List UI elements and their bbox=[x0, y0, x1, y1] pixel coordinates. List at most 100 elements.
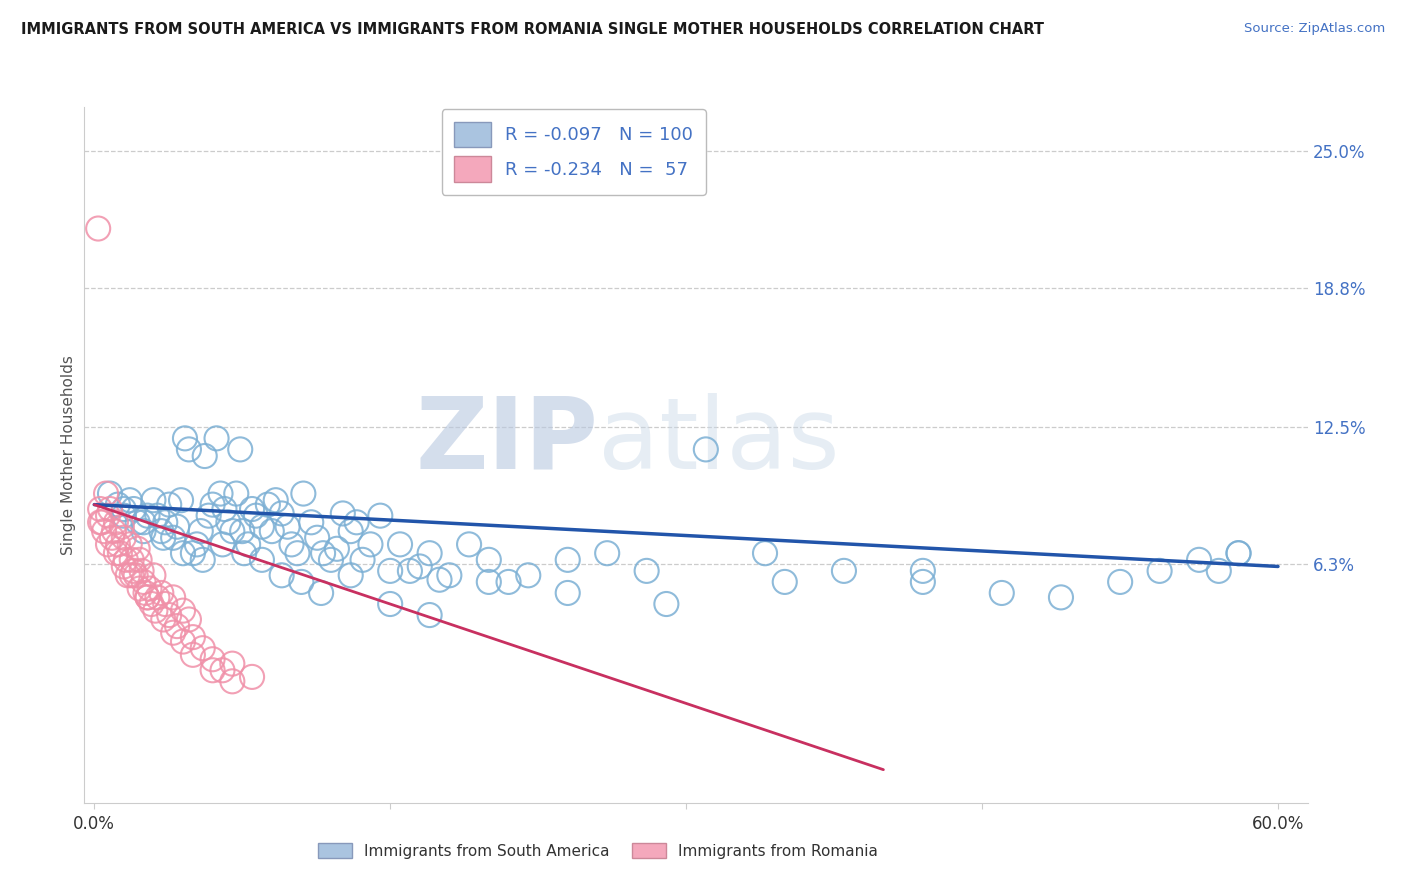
Point bbox=[89, 516, 111, 530]
Point bbox=[307, 531, 329, 545]
Text: IMMIGRANTS FROM SOUTH AMERICA VS IMMIGRANTS FROM ROMANIA SINGLE MOTHER HOUSEHOLD: IMMIGRANTS FROM SOUTH AMERICA VS IMMIGRA… bbox=[21, 22, 1045, 37]
Point bbox=[136, 508, 159, 523]
Point bbox=[287, 546, 309, 560]
Point bbox=[264, 493, 287, 508]
Point bbox=[107, 537, 129, 551]
Point bbox=[636, 564, 658, 578]
Point bbox=[112, 531, 135, 545]
Point bbox=[429, 573, 451, 587]
Point bbox=[290, 574, 312, 589]
Point bbox=[1208, 564, 1230, 578]
Point bbox=[309, 586, 332, 600]
Point bbox=[145, 604, 167, 618]
Point bbox=[233, 546, 256, 560]
Point bbox=[108, 546, 131, 560]
Point bbox=[104, 516, 127, 530]
Point bbox=[172, 546, 194, 560]
Point bbox=[439, 568, 461, 582]
Point bbox=[236, 537, 259, 551]
Point bbox=[380, 597, 402, 611]
Point bbox=[157, 608, 180, 623]
Point bbox=[1149, 564, 1171, 578]
Point bbox=[655, 597, 678, 611]
Point bbox=[211, 663, 233, 677]
Point bbox=[1109, 574, 1132, 589]
Point bbox=[209, 486, 232, 500]
Point bbox=[181, 546, 204, 560]
Point bbox=[138, 582, 160, 596]
Point bbox=[152, 531, 174, 545]
Point bbox=[107, 498, 129, 512]
Point bbox=[103, 524, 125, 538]
Point bbox=[136, 591, 159, 605]
Point bbox=[250, 553, 273, 567]
Point bbox=[277, 519, 299, 533]
Point bbox=[270, 507, 292, 521]
Text: Source: ZipAtlas.com: Source: ZipAtlas.com bbox=[1244, 22, 1385, 36]
Point bbox=[319, 553, 342, 567]
Point bbox=[380, 564, 402, 578]
Point bbox=[245, 508, 267, 523]
Point bbox=[557, 553, 579, 567]
Point bbox=[97, 537, 120, 551]
Point bbox=[150, 524, 173, 538]
Point bbox=[117, 568, 139, 582]
Point bbox=[155, 516, 177, 530]
Point bbox=[240, 670, 263, 684]
Point bbox=[517, 568, 540, 582]
Point bbox=[121, 553, 143, 567]
Point bbox=[458, 537, 481, 551]
Point bbox=[131, 564, 153, 578]
Point bbox=[191, 553, 214, 567]
Point bbox=[150, 586, 173, 600]
Point bbox=[1050, 591, 1073, 605]
Point bbox=[114, 553, 136, 567]
Point bbox=[128, 582, 150, 596]
Point bbox=[172, 604, 194, 618]
Point bbox=[332, 507, 354, 521]
Point bbox=[339, 568, 361, 582]
Point bbox=[142, 493, 165, 508]
Point bbox=[87, 221, 110, 235]
Point bbox=[162, 625, 184, 640]
Point bbox=[399, 564, 422, 578]
Point bbox=[229, 442, 252, 457]
Point bbox=[112, 508, 135, 523]
Point bbox=[122, 502, 145, 516]
Point bbox=[478, 553, 501, 567]
Point bbox=[409, 559, 432, 574]
Point bbox=[596, 546, 619, 560]
Point bbox=[127, 541, 149, 556]
Point bbox=[146, 591, 169, 605]
Point bbox=[118, 537, 141, 551]
Point bbox=[201, 498, 224, 512]
Point bbox=[89, 502, 111, 516]
Point bbox=[270, 568, 292, 582]
Point bbox=[112, 502, 135, 516]
Point bbox=[101, 531, 124, 545]
Point bbox=[174, 431, 197, 445]
Point bbox=[112, 559, 135, 574]
Point bbox=[478, 574, 501, 589]
Point bbox=[132, 516, 155, 530]
Point bbox=[166, 519, 188, 533]
Point bbox=[181, 630, 204, 644]
Point bbox=[419, 608, 441, 623]
Legend: Immigrants from South America, Immigrants from Romania: Immigrants from South America, Immigrant… bbox=[312, 837, 884, 864]
Point bbox=[214, 502, 236, 516]
Point bbox=[240, 502, 263, 516]
Point bbox=[162, 531, 184, 545]
Point bbox=[260, 524, 283, 538]
Point bbox=[754, 546, 776, 560]
Point bbox=[217, 516, 239, 530]
Point bbox=[419, 546, 441, 560]
Point bbox=[93, 524, 115, 538]
Point bbox=[104, 546, 127, 560]
Point bbox=[257, 498, 280, 512]
Point bbox=[122, 564, 145, 578]
Point bbox=[1227, 546, 1250, 560]
Point bbox=[132, 524, 155, 538]
Point bbox=[359, 537, 381, 551]
Point bbox=[211, 537, 233, 551]
Point bbox=[190, 524, 212, 538]
